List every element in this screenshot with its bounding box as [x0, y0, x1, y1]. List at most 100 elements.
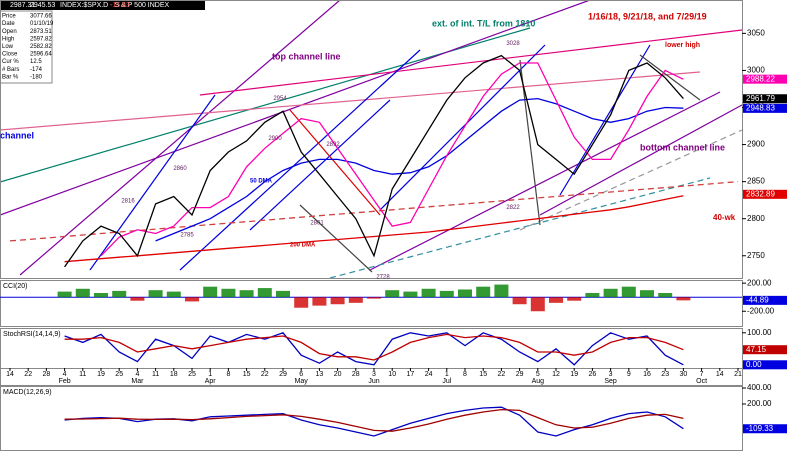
info-label: Cur % — [2, 59, 19, 65]
x-tick-label: 14 — [716, 371, 724, 378]
annotation: 200 DMA — [290, 243, 316, 249]
value-tag — [743, 103, 787, 113]
trend-line — [519, 129, 743, 231]
value-tag — [743, 94, 787, 104]
info-label: Low — [2, 44, 14, 50]
x-tick-label: 24 — [425, 371, 433, 378]
x-tick-label: 22 — [498, 371, 506, 378]
cci-bar — [94, 292, 108, 298]
cci-bar — [112, 290, 127, 298]
cci-bar — [130, 297, 145, 301]
x-tick-label: 29 — [279, 371, 287, 378]
x-tick-label: 1 — [445, 371, 449, 378]
cci-bar — [148, 290, 163, 298]
series-line — [64, 406, 684, 437]
x-axis-band — [0, 368, 743, 386]
pivot-label: 2900 — [268, 136, 282, 142]
annotation: bottom channel line — [640, 142, 725, 152]
x-tick-label: 28 — [352, 371, 360, 378]
info-label: # Bars — [2, 67, 19, 73]
series-line — [64, 408, 684, 432]
value-tag-label: 2832.89 — [746, 189, 775, 198]
pivot-label: 2860 — [173, 166, 187, 172]
pivot-label: 3028 — [506, 41, 520, 47]
panel-border — [0, 280, 743, 327]
annotation: 40-wk — [713, 213, 736, 222]
x-tick-label: 19 — [97, 371, 105, 378]
trend-line — [19, 0, 341, 276]
cci-bar — [640, 290, 654, 298]
info-label: Bar % — [2, 74, 19, 80]
series-line — [64, 333, 684, 361]
pivot-label: 2954 — [273, 96, 287, 102]
info-value: 3077.66 — [30, 14, 52, 20]
y-tick-label: 2850 — [747, 177, 765, 186]
symbol: INDEX:$SPX.D - S & P 500 INDEX — [60, 2, 170, 9]
trend-line — [299, 204, 373, 273]
annotation: 1/16/18, 9/21/18, and 7/29/19 — [588, 11, 707, 21]
x-tick-label: 22 — [261, 371, 269, 378]
x-tick-label: 16 — [643, 371, 651, 378]
month-label: Aug — [532, 378, 545, 385]
month-label: May — [295, 378, 309, 385]
x-tick-label: 4 — [63, 371, 67, 378]
y-tick-label: 200.00 — [747, 399, 772, 408]
x-tick-label: 21 — [734, 371, 742, 378]
cci-bar — [166, 291, 181, 298]
cci-bar — [185, 297, 199, 302]
annotation: channel — [0, 130, 34, 140]
x-tick-label: 15 — [479, 371, 487, 378]
info-box — [0, 10, 53, 84]
header-bar — [0, 0, 205, 10]
info-value: -174 — [30, 67, 43, 73]
x-tick-label: 11 — [152, 371, 159, 378]
cci-bar — [221, 288, 236, 298]
cci-bar — [476, 286, 491, 298]
panel-title: CCI(20) — [3, 283, 28, 290]
cci-bar — [621, 286, 636, 298]
panel-title: StochRSI(14,14,9) — [3, 331, 61, 338]
cci-bar — [421, 288, 436, 298]
quote-value: .47 — [208, 2, 218, 9]
cci-bar — [585, 292, 600, 298]
series-line — [9, 180, 739, 242]
value-tag — [743, 360, 787, 370]
trend-line — [89, 94, 216, 271]
info-label: Date — [2, 21, 15, 27]
x-tick-label: 25 — [115, 371, 123, 378]
panel-border — [0, 328, 743, 369]
trend-line — [379, 44, 546, 211]
y-tick-label: 2750 — [747, 251, 765, 260]
x-tick-label: 8 — [463, 371, 467, 378]
quote-value: -15.83 — [110, 2, 130, 9]
cci-bar — [439, 290, 454, 298]
value-tag-label: 2988.22 — [746, 74, 775, 83]
cci-bar — [276, 290, 290, 298]
x-tick-label: 25 — [188, 371, 196, 378]
cci-bar — [567, 297, 582, 301]
x-tick-label: 5 — [536, 371, 540, 378]
x-tick-label: 28 — [43, 371, 51, 378]
value-tag — [743, 74, 787, 84]
trend-line — [179, 49, 421, 271]
trend-line — [0, 0, 591, 216]
x-tick-label: 4 — [135, 371, 139, 378]
trend-line — [249, 99, 391, 231]
annotation: ext. of int. T/L from 1810 — [432, 18, 535, 28]
series-line — [64, 195, 684, 263]
pivot-label: 2892 — [326, 142, 340, 148]
info-label: Open — [2, 29, 17, 35]
trend-line — [539, 104, 743, 216]
x-tick-label: 23 — [661, 371, 669, 378]
x-tick-label: 12 — [552, 371, 560, 378]
x-tick-label: 19 — [570, 371, 578, 378]
annotation: lower high — [665, 42, 700, 49]
value-tag — [743, 424, 787, 434]
series-line — [100, 62, 684, 257]
value-tag-label: 47.15 — [746, 345, 767, 354]
cci-bar — [367, 297, 381, 299]
x-tick-label: 17 — [407, 371, 415, 378]
trend-line — [369, 91, 721, 271]
month-label: Apr — [205, 378, 217, 385]
info-value: 2582.82 — [30, 44, 52, 50]
